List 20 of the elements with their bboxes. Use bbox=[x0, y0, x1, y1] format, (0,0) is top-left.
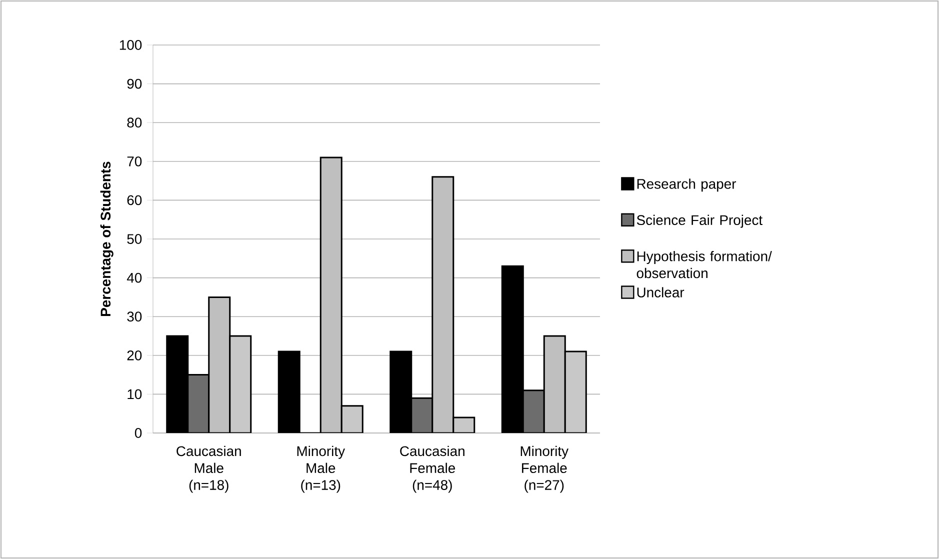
x-tick-label: Caucasian Female (n=48) bbox=[400, 446, 464, 493]
x-tick-label: Minority Male (n=13) bbox=[297, 446, 346, 493]
y-tick-label: 60 bbox=[127, 195, 142, 206]
y-tick-label: 30 bbox=[127, 312, 142, 322]
y-tick-label: 100 bbox=[120, 40, 142, 50]
legend-label: Science Fair Project bbox=[636, 214, 762, 228]
y-tick-label: 10 bbox=[128, 389, 142, 400]
legend-label: Unclear bbox=[637, 287, 684, 298]
y-tick-label: 20 bbox=[127, 350, 142, 360]
y-tick-label: 80 bbox=[127, 118, 142, 128]
x-tick-label: Minority Female (n=27) bbox=[520, 446, 569, 493]
y-axis-title: Percentage of Students bbox=[100, 162, 114, 316]
y-tick-label: 70 bbox=[127, 156, 142, 166]
legend-label: Hypothesis formation/ observation bbox=[636, 250, 772, 278]
legend-label: Research paper bbox=[637, 178, 736, 192]
x-tick-label: Caucasian Male (n=18) bbox=[176, 446, 241, 493]
y-tick-label: 90 bbox=[127, 78, 142, 89]
y-tick-label: 0 bbox=[134, 428, 142, 438]
y-tick-label: 40 bbox=[126, 272, 142, 283]
y-tick-label: 50 bbox=[127, 234, 142, 244]
